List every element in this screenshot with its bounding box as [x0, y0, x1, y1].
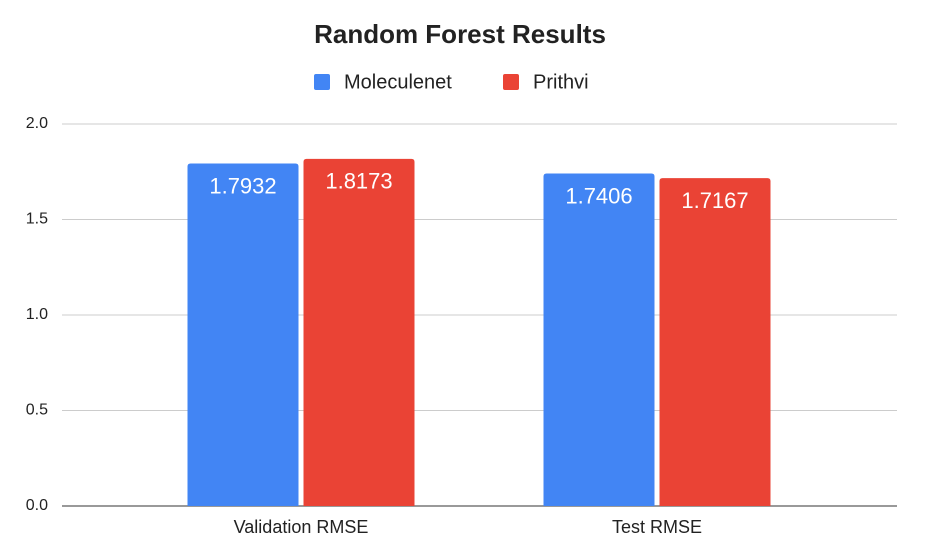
y-tick-label: 2.0 [26, 115, 48, 132]
legend-label: Prithvi [533, 71, 589, 93]
data-label: 1.8173 [325, 169, 392, 194]
x-tick-label: Validation RMSE [234, 517, 369, 537]
x-tick-label: Test RMSE [612, 517, 702, 537]
y-tick-label: 1.0 [26, 306, 48, 323]
chart-title: Random Forest Results [314, 19, 606, 49]
data-label: 1.7932 [209, 173, 276, 198]
legend-swatch [314, 74, 330, 90]
bar [303, 158, 415, 507]
bar [187, 163, 299, 507]
bar [543, 173, 655, 506]
y-tick-label: 1.5 [26, 211, 48, 228]
legend-label: Moleculenet [344, 71, 452, 93]
legend-swatch [503, 74, 519, 90]
bar [659, 178, 771, 507]
y-tick-label: 0.0 [26, 497, 48, 514]
y-tick-label: 0.5 [26, 402, 48, 419]
data-label: 1.7406 [565, 183, 632, 208]
data-label: 1.7167 [681, 188, 748, 213]
